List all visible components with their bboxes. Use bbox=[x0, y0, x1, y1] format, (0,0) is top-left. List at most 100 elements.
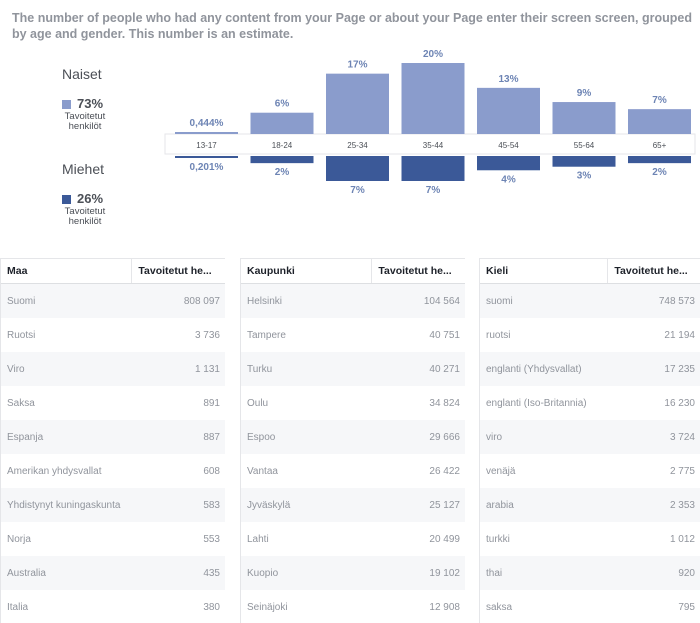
label-men-13-17: 0,201% bbox=[190, 162, 224, 173]
row-value: 748 573 bbox=[658, 295, 695, 307]
table-row: Turku 40 271 bbox=[241, 352, 465, 386]
row-value: 40 751 bbox=[429, 329, 460, 341]
legend-men-swatch bbox=[62, 195, 71, 204]
row-value: 2 775 bbox=[669, 465, 695, 477]
row-name: englanti (Iso-Britannia) bbox=[486, 397, 587, 409]
tick-label-35-44: 35-44 bbox=[423, 141, 444, 150]
legend-men-title: Miehet bbox=[62, 161, 105, 177]
legend-men-percent: 26% bbox=[77, 191, 104, 206]
row-name: englanti (Yhdysvallat) bbox=[486, 363, 582, 375]
legend-women-swatch bbox=[62, 100, 71, 109]
column-header-reached[interactable]: Tavoitetut he... bbox=[607, 259, 700, 283]
table-row: Amerikan yhdysvallat 608 bbox=[1, 454, 225, 488]
country-table: Maa Tavoitetut he... Suomi 808 097 Ruotsi 3 7… bbox=[0, 258, 225, 623]
table-row: ruotsi 21 194 bbox=[480, 318, 700, 352]
legend-women-sub2: henkilöt bbox=[68, 121, 102, 132]
legend-women-title: Naiset bbox=[62, 66, 102, 82]
label-women-13-17: 0,444% bbox=[190, 118, 224, 129]
legend-men-sub1: Tavoitetut bbox=[64, 206, 106, 217]
label-women-18-24: 6% bbox=[275, 99, 290, 110]
table-row: suomi 748 573 bbox=[480, 284, 700, 318]
column-header-reached[interactable]: Tavoitetut he... bbox=[131, 259, 225, 283]
column-header-name[interactable]: Maa bbox=[7, 265, 28, 277]
table-header: Maa Tavoitetut he... bbox=[1, 258, 225, 284]
row-value: 553 bbox=[203, 533, 220, 545]
table-row: arabia 2 353 bbox=[480, 488, 700, 522]
row-value: 887 bbox=[203, 431, 220, 443]
table-row: Espanja 887 bbox=[1, 420, 225, 454]
bar-men-55-64 bbox=[552, 156, 616, 167]
table-row: Suomi 808 097 bbox=[1, 284, 225, 318]
table-row: Australia 435 bbox=[1, 556, 225, 590]
legend-men-sub2: henkilöt bbox=[68, 216, 102, 227]
bar-women-65+ bbox=[628, 109, 691, 134]
table-row: Saksa 891 bbox=[1, 386, 225, 420]
table-row: Italia 380 bbox=[1, 590, 225, 623]
row-name: Lahti bbox=[247, 533, 269, 545]
column-header-name[interactable]: Kaupunki bbox=[247, 265, 295, 277]
table-row: thai 920 bbox=[480, 556, 700, 590]
row-value: 808 097 bbox=[183, 295, 220, 307]
bar-women-13-17 bbox=[175, 132, 238, 134]
tick-label-25-34: 25-34 bbox=[347, 141, 368, 150]
table-row: englanti (Yhdysvallat) 17 235 bbox=[480, 352, 700, 386]
bar-women-18-24 bbox=[250, 112, 314, 134]
bar-women-35-44 bbox=[401, 63, 465, 134]
label-men-65+: 2% bbox=[652, 167, 667, 178]
table-header: Kaupunki Tavoitetut he... bbox=[241, 258, 465, 284]
row-name: Saksa bbox=[7, 397, 35, 409]
table-row: Espoo 29 666 bbox=[241, 420, 465, 454]
row-value: 891 bbox=[203, 397, 220, 409]
label-men-35-44: 7% bbox=[426, 185, 441, 196]
bar-men-18-24 bbox=[250, 156, 314, 164]
row-value: 920 bbox=[678, 567, 695, 579]
row-name: Ruotsi bbox=[7, 329, 36, 341]
bar-men-35-44 bbox=[401, 156, 465, 181]
row-value: 34 824 bbox=[429, 397, 460, 409]
table-row: saksa 795 bbox=[480, 590, 700, 623]
row-name: Norja bbox=[7, 533, 31, 545]
label-women-35-44: 20% bbox=[423, 49, 443, 60]
table-row: Yhdistynyt kuningaskunta 583 bbox=[1, 488, 225, 522]
label-women-25-34: 17% bbox=[347, 60, 367, 71]
bar-men-25-34 bbox=[326, 156, 389, 181]
column-header-reached[interactable]: Tavoitetut he... bbox=[371, 259, 465, 283]
row-name: Seinäjoki bbox=[247, 601, 288, 613]
column-header-name[interactable]: Kieli bbox=[486, 265, 509, 277]
tick-label-13-17: 13-17 bbox=[196, 141, 217, 150]
table-row: venäjä 2 775 bbox=[480, 454, 700, 488]
label-women-65+: 7% bbox=[652, 95, 667, 106]
row-name: saksa bbox=[486, 601, 513, 613]
table-row: Ruotsi 3 736 bbox=[1, 318, 225, 352]
row-value: 1 131 bbox=[194, 363, 220, 375]
table-row: Lahti 20 499 bbox=[241, 522, 465, 556]
row-value: 17 235 bbox=[664, 363, 695, 375]
row-value: 20 499 bbox=[429, 533, 460, 545]
label-women-45-54: 13% bbox=[498, 74, 518, 85]
row-value: 104 564 bbox=[423, 295, 460, 307]
label-men-18-24: 2% bbox=[275, 167, 290, 178]
city-table: Kaupunki Tavoitetut he... Helsinki 104 564 T… bbox=[240, 258, 465, 623]
row-value: 40 271 bbox=[429, 363, 460, 375]
table-row: viro 3 724 bbox=[480, 420, 700, 454]
language-table: Kieli Tavoitetut he... suomi 748 573 ruotsi 2… bbox=[479, 258, 700, 623]
table-row: englanti (Iso-Britannia) 16 230 bbox=[480, 386, 700, 420]
row-name: arabia bbox=[486, 499, 514, 511]
bar-men-13-17 bbox=[175, 156, 238, 158]
row-name: suomi bbox=[486, 295, 513, 307]
row-name: Australia bbox=[7, 567, 46, 579]
row-value: 795 bbox=[678, 601, 695, 613]
label-men-45-54: 4% bbox=[501, 174, 516, 185]
row-name: Amerikan yhdysvallat bbox=[7, 465, 102, 477]
bar-women-25-34 bbox=[326, 73, 389, 134]
row-value: 26 422 bbox=[429, 465, 460, 477]
table-row: Seinäjoki 12 908 bbox=[241, 590, 465, 623]
table-row: Viro 1 131 bbox=[1, 352, 225, 386]
table-row: Helsinki 104 564 bbox=[241, 284, 465, 318]
tick-label-55-64: 55-64 bbox=[574, 141, 595, 150]
table-row: turkki 1 012 bbox=[480, 522, 700, 556]
table-row: Tampere 40 751 bbox=[241, 318, 465, 352]
label-men-25-34: 7% bbox=[350, 185, 365, 196]
row-name: viro bbox=[486, 431, 503, 443]
tick-label-45-54: 45-54 bbox=[498, 141, 519, 150]
